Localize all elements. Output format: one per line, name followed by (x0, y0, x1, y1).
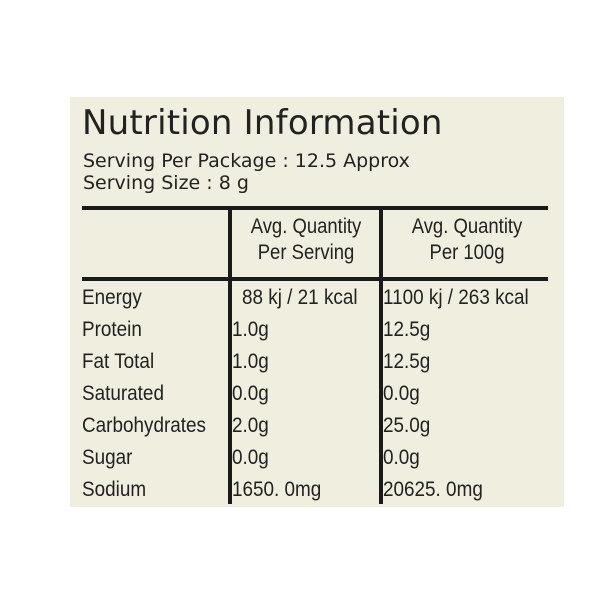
column-divider-1 (228, 208, 232, 504)
per-100g-value: 0.0g (383, 446, 420, 469)
per-serving-value: 88 kj / 21 kcal (242, 286, 358, 309)
column-header-line: Per Serving (257, 241, 355, 264)
column-divider-2 (379, 208, 383, 504)
per-100g-value: 20625. 0mg (383, 478, 483, 501)
nutrient-name: Energy (82, 286, 142, 309)
table-row: Fat Total 1.0g 12.5g (82, 350, 562, 382)
nutrient-name: Carbohydrates (82, 414, 206, 437)
per-100g-value: 25.0g (383, 414, 431, 437)
table-row: Sugar 0.0g 0.0g (82, 446, 562, 478)
per-serving-value: 1650. 0mg (232, 478, 322, 501)
table-top-rule (82, 206, 548, 210)
per-serving-value: 0.0g (232, 446, 269, 469)
table-row: Saturated 0.0g 0.0g (82, 382, 562, 414)
nutrient-name: Protein (82, 318, 142, 341)
per-serving-value: 1.0g (232, 318, 269, 341)
serving-per-package: Serving Per Package : 12.5 Approx (83, 150, 410, 172)
header-bottom-rule (82, 277, 548, 281)
nutrient-name: Sodium (82, 478, 147, 501)
per-100g-value: 12.5g (383, 350, 431, 373)
per-100g-value: 0.0g (383, 382, 420, 405)
column-header-line: Avg. Quantity (411, 215, 523, 238)
nutrition-label: Nutrition Information Serving Per Packag… (70, 97, 564, 507)
per-serving-value: 0.0g (232, 382, 269, 405)
per-serving-value: 2.0g (232, 414, 269, 437)
serving-size: Serving Size : 8 g (83, 172, 249, 194)
per-100g-value: 1100 kj / 263 kcal (383, 286, 529, 309)
per-100g-value: 12.5g (383, 318, 431, 341)
table-row: Energy 88 kj / 21 kcal 1100 kj / 263 kca… (82, 286, 562, 318)
label-title: Nutrition Information (82, 103, 443, 143)
nutrient-name: Saturated (82, 382, 164, 405)
table-row: Carbohydrates 2.0g 25.0g (82, 414, 562, 446)
column-header-per-serving: Avg. Quantity Per Serving (243, 214, 370, 266)
nutrient-name: Fat Total (82, 350, 155, 373)
nutrient-name: Sugar (82, 446, 133, 469)
table-row: Sodium 1650. 0mg 20625. 0mg (82, 478, 562, 510)
column-header-line: Per 100g (429, 241, 505, 264)
table-row: Protein 1.0g 12.5g (82, 318, 562, 350)
column-header-per-100g: Avg. Quantity Per 100g (395, 214, 539, 266)
per-serving-value: 1.0g (232, 350, 269, 373)
column-header-line: Avg. Quantity (250, 215, 362, 238)
